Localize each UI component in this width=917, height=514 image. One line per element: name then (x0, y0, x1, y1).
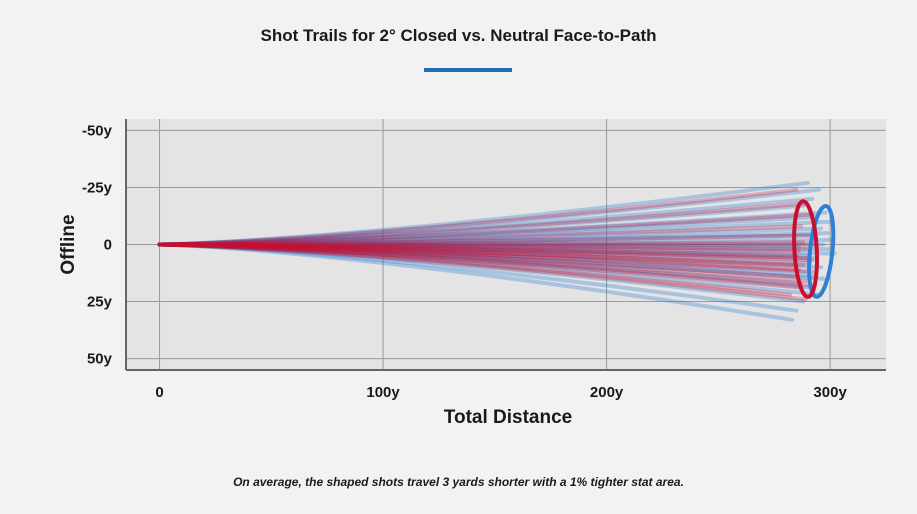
shot-trail (157, 242, 810, 252)
x-tick-label: 100y (366, 384, 400, 401)
tick-labels: 0 100y 200y 300y -50y -25y 0 25y 50y (82, 122, 847, 401)
shot-trail (157, 201, 808, 247)
shot-trail (157, 242, 837, 256)
shot-trail (157, 212, 815, 247)
shot-trail (157, 242, 812, 261)
shot-trail (157, 242, 821, 297)
shot-trail (157, 242, 810, 283)
shot-trail (157, 203, 806, 247)
shot-trail (157, 187, 799, 247)
dispersion-ellipses (792, 199, 836, 299)
y-tick-label: 0 (104, 237, 112, 254)
shot-trail (157, 187, 821, 247)
shot-trail (157, 242, 817, 279)
y-tick-label: 25y (87, 294, 113, 311)
shot-trail (157, 242, 815, 290)
shot-trail (157, 242, 797, 279)
shot-trail (157, 242, 804, 290)
title-underline (424, 68, 512, 72)
y-tick-label: -25y (82, 179, 113, 196)
shot-trail (157, 242, 792, 297)
grid-lines (126, 119, 886, 370)
closed-dispersion-ellipse (792, 199, 819, 299)
neutral-dispersion-ellipse (807, 203, 836, 299)
shot-trail (157, 240, 806, 247)
shot-trail (157, 242, 810, 258)
shot-trail (157, 242, 806, 304)
shot-trail (157, 242, 799, 313)
shot-trail (157, 242, 817, 274)
shot-trail (157, 180, 810, 247)
shot-trail (157, 242, 808, 274)
shot-trail (157, 242, 801, 272)
shot-trail (157, 242, 801, 254)
y-axis-label: Offline (58, 214, 79, 274)
x-tick-label: 0 (155, 384, 163, 401)
shot-trail (157, 242, 815, 263)
x-axis-label: Total Distance (444, 407, 572, 428)
shot-trail (157, 242, 795, 267)
shot-trail (157, 237, 835, 247)
shot-trail (157, 242, 799, 258)
shot-trail (157, 224, 804, 247)
shot-trail (157, 242, 824, 270)
shot-trail (157, 242, 812, 288)
y-tick-label: -50y (82, 122, 113, 139)
shot-trail (157, 242, 801, 249)
shot-trail (157, 210, 828, 247)
shot-trail (157, 233, 810, 247)
chart-title: Shot Trails for 2° Closed vs. Neutral Fa… (260, 26, 657, 45)
shot-trail (157, 226, 824, 247)
shot-trail (157, 242, 819, 261)
shot-trail (157, 219, 833, 247)
neutral-shot-trails (157, 180, 837, 322)
closed-shot-trails (157, 187, 819, 302)
shot-trail (157, 242, 808, 302)
y-tick-label: 50y (87, 351, 113, 368)
axes (125, 119, 886, 371)
shot-trail (157, 233, 817, 247)
shot-trail (157, 215, 819, 247)
shot-trail (157, 242, 830, 252)
shot-trail (157, 231, 830, 247)
x-tick-label: 200y (590, 384, 624, 401)
chart-caption: On average, the shaped shots travel 3 ya… (233, 475, 684, 489)
shot-trail (157, 242, 804, 286)
shot-trail (157, 196, 815, 247)
shot-trail (157, 242, 826, 281)
shot-trail (157, 242, 806, 267)
shot-trails (157, 180, 837, 322)
x-tick-label: 300y (813, 384, 847, 401)
shot-trail (157, 242, 812, 265)
shot-trail (157, 242, 795, 322)
